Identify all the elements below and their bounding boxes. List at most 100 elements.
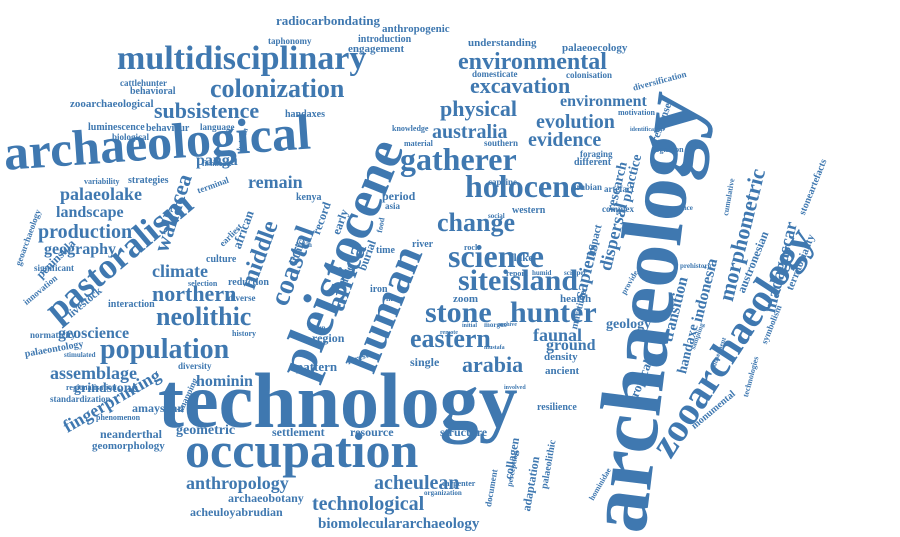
word-siteisland: siteisland (458, 264, 579, 297)
word-adaptation: adaptation (519, 455, 543, 513)
word-geomorphology: geomorphology (92, 440, 165, 452)
word-imitation: imitation (656, 188, 680, 194)
word-mustafa: mustafa (484, 345, 505, 351)
word-western: western (512, 205, 546, 216)
word-evolution: evolution (536, 111, 615, 133)
word-interaction: interaction (108, 299, 155, 310)
word-identification: identification (630, 127, 664, 133)
word-material: material (404, 139, 433, 148)
word-standardization: standardization (50, 394, 111, 404)
word-radiocarbon: radiocarbondating (276, 13, 381, 28)
word-domesticate: domesticate (472, 69, 518, 79)
word-time: time (376, 245, 395, 256)
word-carpenter: carpenter (442, 479, 476, 488)
word-ground: ground (546, 337, 596, 354)
word-environment: environment (560, 93, 647, 110)
word-reduction: reduction (228, 277, 269, 288)
word-panga: panga (196, 152, 238, 169)
word-behaviour: behaviour (146, 123, 190, 134)
word-amayshan: amayshan (132, 401, 185, 415)
word-more: more (386, 294, 404, 303)
word-engagement: engagement (348, 43, 405, 55)
word-archaeobotany: archaeobotany (228, 491, 304, 505)
word-variability: variability (84, 177, 120, 186)
word-initial: initial (462, 323, 478, 329)
word-colonization: colonization (210, 74, 345, 103)
word-geology: geology (606, 317, 652, 332)
word-cognition: cognition (652, 145, 684, 154)
word-holocene: holocene (465, 168, 585, 204)
word-artefact: artefact (604, 184, 634, 194)
word-biomolecular: biomoleculararchaeology (318, 516, 480, 532)
word-scraper: scraper (564, 269, 587, 277)
word-anthropogenic: anthropogenic (382, 23, 450, 35)
word-document: document (483, 468, 500, 508)
word-social: social (488, 212, 505, 220)
word-geometric: geometric (176, 423, 236, 438)
word-involved: involved (504, 385, 526, 391)
word-acheuloyabrudian: acheuloyabrudian (190, 505, 283, 519)
word-production: production (38, 221, 133, 243)
word-fishbook: fishbook (202, 159, 232, 168)
word-food: food (375, 216, 387, 234)
word-strategies: strategies (128, 175, 169, 186)
word-regionalisation: regionalisation (66, 383, 117, 392)
word-neolithic: neolithic (156, 302, 252, 331)
word-acheulean: acheulean (374, 472, 460, 494)
word-complex: complex (602, 204, 634, 214)
word-physical: physical (440, 96, 518, 121)
word-assemblage: assemblage (50, 363, 137, 383)
word-caprine: caprine (488, 177, 517, 187)
word-basin: basin (296, 241, 312, 249)
word-understanding: understanding (468, 37, 537, 49)
word-flake: flake (510, 252, 534, 264)
word-foraging: foraging (580, 149, 613, 159)
word-normativity: normativity (30, 330, 76, 340)
word-period: period (382, 189, 416, 203)
word-region: region (312, 331, 345, 345)
word-asia: asia (385, 201, 401, 211)
word-language: language (200, 122, 235, 132)
word-organization: organization (424, 489, 462, 497)
word-evidence: evidence (528, 129, 602, 151)
word-resilience: resilience (537, 402, 577, 413)
word-stimulated: stimulated (64, 351, 96, 359)
word-biological: biological (112, 132, 150, 142)
word-diverse: diverse (228, 293, 256, 303)
word-morgue: morgue (484, 321, 507, 329)
word-change: change (437, 208, 515, 237)
word-palaeolake: palaeolake (60, 184, 143, 204)
word-colonisation: colonisation (566, 70, 613, 80)
word-arabia: arabia (462, 352, 524, 377)
word-behavioral: behavioral (130, 86, 176, 97)
word-ancient: ancient (545, 365, 580, 377)
word-motivation: motivation (618, 108, 655, 117)
word-population: population (100, 334, 230, 365)
word-northern: northern (152, 281, 237, 306)
word-taphonomy: taphonomy (268, 36, 312, 46)
word-river: river (412, 239, 434, 250)
word-different: different (574, 157, 612, 168)
word-anthropology: anthropology (186, 473, 289, 493)
word-density: density (544, 351, 578, 363)
word-culture: culture (206, 254, 237, 265)
word-occupation: occupation (185, 422, 419, 478)
word-southern: southern (484, 138, 519, 148)
word-iron: iron (370, 284, 388, 295)
word-australia: australia (432, 121, 508, 143)
word-knowledge: knowledge (392, 124, 429, 133)
word-geography: geography (44, 241, 116, 258)
word-arabian: arabian (572, 182, 603, 192)
word-selection: selection (188, 279, 218, 288)
word-neanderthal: neanderthal (100, 427, 163, 441)
word-pattern: pattern (296, 359, 338, 374)
word-zoom: zoom (453, 293, 479, 305)
word-environmental: environmental (458, 49, 607, 75)
word-hearth: hearth (560, 293, 592, 305)
word-sequence: sequence (666, 204, 693, 212)
word-terminal: terminal (195, 174, 231, 196)
word-introduction: introduction (358, 34, 412, 45)
word-faunal: faunal (533, 325, 583, 345)
word-palaeolithic: palaeolithic (539, 439, 559, 490)
word-eastern: eastern (410, 324, 491, 353)
